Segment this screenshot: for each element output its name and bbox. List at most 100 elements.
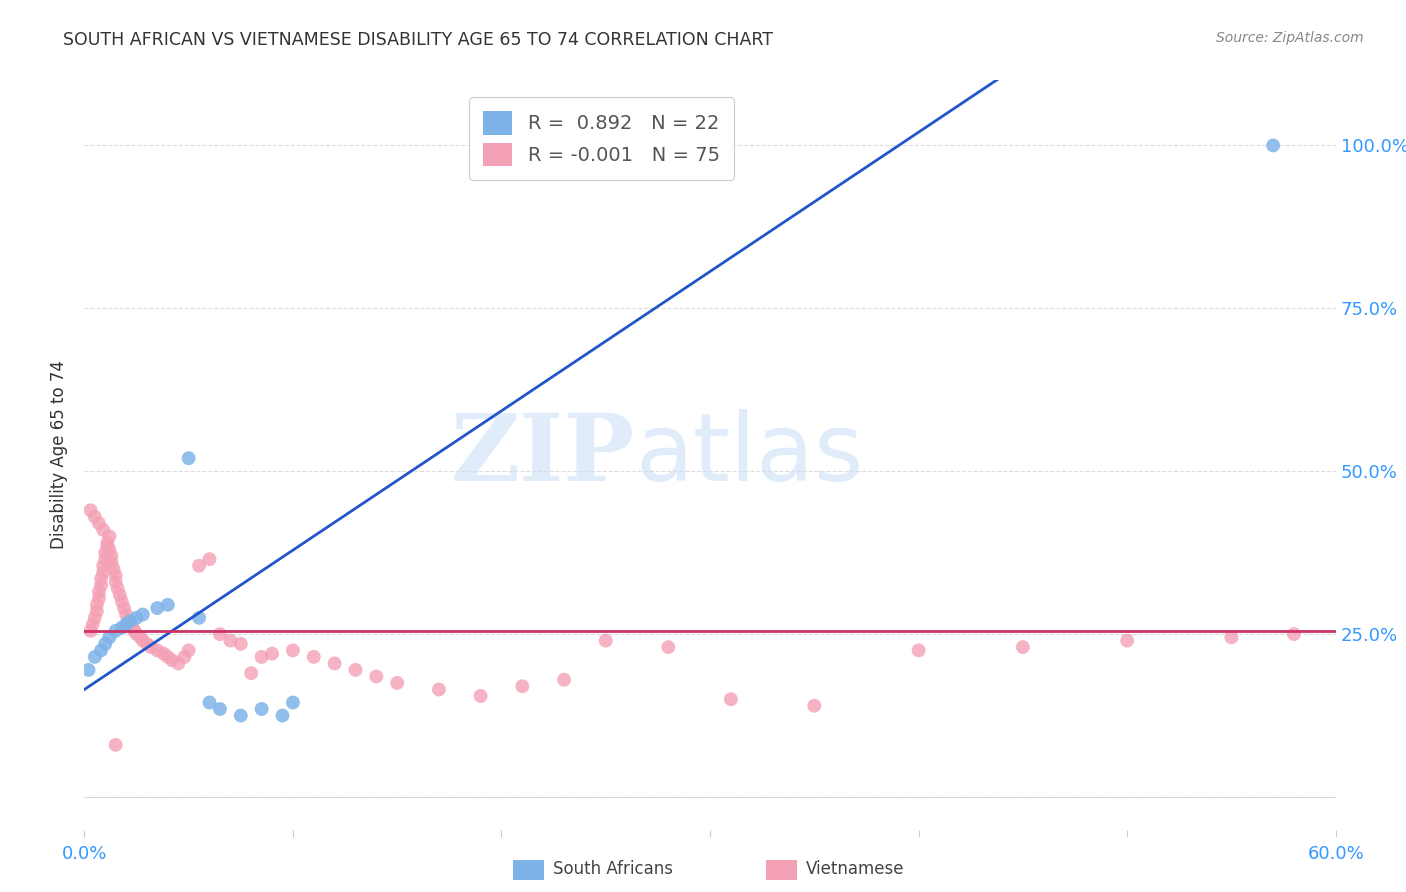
Point: [104, 738, 127, 752]
Point: [104, 624, 127, 638]
Point: [1282, 627, 1305, 641]
Point: [91, 558, 114, 573]
Point: [129, 631, 152, 645]
Point: [167, 657, 190, 671]
Text: ZIP: ZIP: [451, 410, 636, 500]
Point: [1220, 631, 1243, 645]
Point: [115, 617, 138, 632]
Point: [1116, 633, 1139, 648]
Point: [96, 536, 118, 550]
Point: [198, 552, 221, 566]
Point: [198, 696, 221, 710]
Point: [139, 640, 162, 654]
Point: [136, 637, 159, 651]
Point: [90, 572, 112, 586]
Point: [595, 633, 617, 648]
Point: [86, 598, 108, 612]
Point: [117, 614, 139, 628]
Point: [111, 594, 134, 608]
Point: [79, 624, 101, 638]
Point: [124, 624, 146, 638]
Point: [87, 584, 110, 599]
Point: [173, 649, 195, 664]
Point: [156, 598, 179, 612]
Point: [427, 682, 450, 697]
Point: [120, 617, 142, 632]
Point: [146, 643, 169, 657]
Point: [281, 696, 304, 710]
Point: [229, 637, 252, 651]
Point: [229, 708, 252, 723]
Text: Vietnamese: Vietnamese: [806, 860, 904, 878]
Text: atlas: atlas: [636, 409, 863, 501]
Point: [177, 451, 200, 466]
Point: [302, 649, 325, 664]
Point: [1012, 640, 1035, 654]
Point: [657, 640, 679, 654]
Point: [125, 611, 148, 625]
Point: [90, 643, 112, 657]
Point: [188, 558, 211, 573]
Point: [77, 663, 100, 677]
Point: [250, 649, 273, 664]
Text: Source: ZipAtlas.com: Source: ZipAtlas.com: [1216, 31, 1364, 45]
Point: [104, 568, 127, 582]
Point: [470, 689, 492, 703]
Point: [512, 679, 534, 693]
Point: [82, 617, 104, 632]
Point: [83, 509, 105, 524]
Point: [146, 601, 169, 615]
Point: [344, 663, 367, 677]
Point: [262, 647, 284, 661]
Point: [366, 669, 388, 683]
Point: [107, 582, 129, 596]
Y-axis label: Disability Age 65 to 74: Disability Age 65 to 74: [51, 360, 69, 549]
Point: [208, 702, 231, 716]
Point: [103, 562, 125, 576]
Point: [177, 643, 200, 657]
Point: [121, 621, 143, 635]
Point: [91, 523, 114, 537]
Point: [104, 574, 127, 589]
Point: [132, 607, 155, 622]
Point: [94, 552, 117, 566]
Point: [86, 604, 108, 618]
Point: [87, 516, 110, 531]
Point: [94, 546, 117, 560]
Point: [125, 627, 148, 641]
Point: [83, 649, 105, 664]
Legend: R =  0.892   N = 22, R = -0.001   N = 75: R = 0.892 N = 22, R = -0.001 N = 75: [470, 97, 734, 180]
Point: [98, 631, 121, 645]
Point: [120, 614, 142, 628]
Point: [100, 549, 122, 563]
Point: [271, 708, 294, 723]
Point: [94, 637, 117, 651]
Point: [323, 657, 346, 671]
Point: [90, 578, 112, 592]
Point: [250, 702, 273, 716]
Text: SOUTH AFRICAN VS VIETNAMESE DISABILITY AGE 65 TO 74 CORRELATION CHART: SOUTH AFRICAN VS VIETNAMESE DISABILITY A…: [63, 31, 773, 49]
Point: [132, 633, 155, 648]
Text: South Africans: South Africans: [553, 860, 672, 878]
Point: [240, 666, 263, 681]
Point: [907, 643, 929, 657]
Point: [98, 542, 121, 557]
Point: [96, 539, 118, 553]
Point: [160, 653, 183, 667]
Point: [553, 673, 575, 687]
Point: [385, 676, 409, 690]
Point: [156, 649, 179, 664]
Point: [79, 503, 101, 517]
Point: [100, 556, 122, 570]
Point: [1263, 138, 1285, 153]
Point: [111, 621, 134, 635]
Point: [87, 591, 110, 606]
Point: [188, 611, 211, 625]
Point: [112, 601, 135, 615]
Point: [91, 565, 114, 579]
Point: [208, 627, 231, 641]
Point: [152, 647, 174, 661]
Point: [108, 588, 131, 602]
Point: [115, 607, 138, 622]
Point: [219, 633, 242, 648]
